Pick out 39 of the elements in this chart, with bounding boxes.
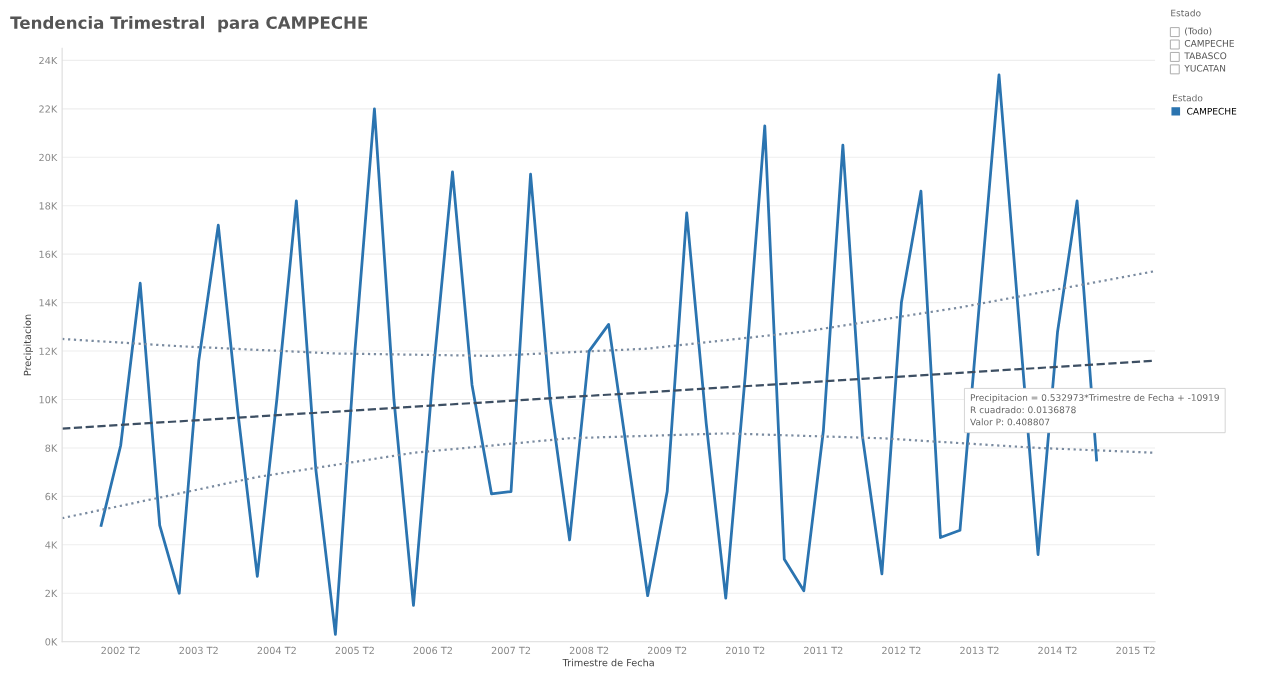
text: (Todo) xyxy=(1185,27,1212,36)
y-axis-title: Precipitacion xyxy=(23,314,33,376)
x-tick-label: 2010 T2 xyxy=(726,646,765,655)
x-tick-label: 2008 T2 xyxy=(569,646,609,655)
y-tick-label: 10K xyxy=(39,395,58,404)
x-tick-label: 2015 T2 xyxy=(1116,646,1155,655)
y-tick-label: 12K xyxy=(39,347,58,355)
y-tick-label: 20K xyxy=(39,153,58,162)
y-tick-label: 14K xyxy=(39,299,58,307)
annotation: Precipitacion = 0.532973*Trimestre de Fecha + -10919 R cuadrado: 0.0136878 Valor P: 0.408807 xyxy=(970,394,1219,426)
x-tick-label: 2007 T2 xyxy=(491,646,531,655)
y-tick-label: 16K xyxy=(39,250,58,259)
y-tick-label: 22K xyxy=(39,105,58,113)
x-tick-label: 2005 T2 xyxy=(335,646,374,655)
x-tick-label: 2014 T2 xyxy=(1038,646,1077,655)
text: Estado xyxy=(1171,9,1201,17)
text: TABASCO xyxy=(1184,52,1227,60)
x-axis-title: Trimestre de Fecha xyxy=(562,658,654,667)
x-tick-label: 2012 T2 xyxy=(882,646,921,655)
x-tick-label: 2004 T2 xyxy=(257,646,296,655)
legend-title: Estado xyxy=(1173,94,1203,102)
y-tick-label: 24K xyxy=(39,56,58,65)
x-tick-label: 2009 T2 xyxy=(647,646,687,655)
x-tick-label: 2011 T2 xyxy=(804,646,843,655)
chart-title: Tendencia Trimestral para CAMPECHE xyxy=(10,16,368,33)
x-tick-label: 2013 T2 xyxy=(960,646,999,655)
line-series xyxy=(62,270,1156,358)
y-tick-label: 0K xyxy=(45,638,58,646)
text: YUCATAN xyxy=(1184,64,1226,72)
y-tick-label: 18K xyxy=(39,202,58,210)
y-tick-label: 4K xyxy=(45,541,58,549)
legend-label: CAMPECHE xyxy=(1187,107,1237,115)
x-tick-label: 2006 T2 xyxy=(413,646,452,655)
y-tick-label: 6K xyxy=(45,492,58,501)
x-tick-label: 2003 T2 xyxy=(179,646,218,655)
text: CAMPECHE xyxy=(1184,39,1234,47)
y-tick-label: 2K xyxy=(45,589,58,597)
y-tick-label: 8K xyxy=(45,444,58,452)
x-tick-label: 2002 T2 xyxy=(101,646,140,655)
